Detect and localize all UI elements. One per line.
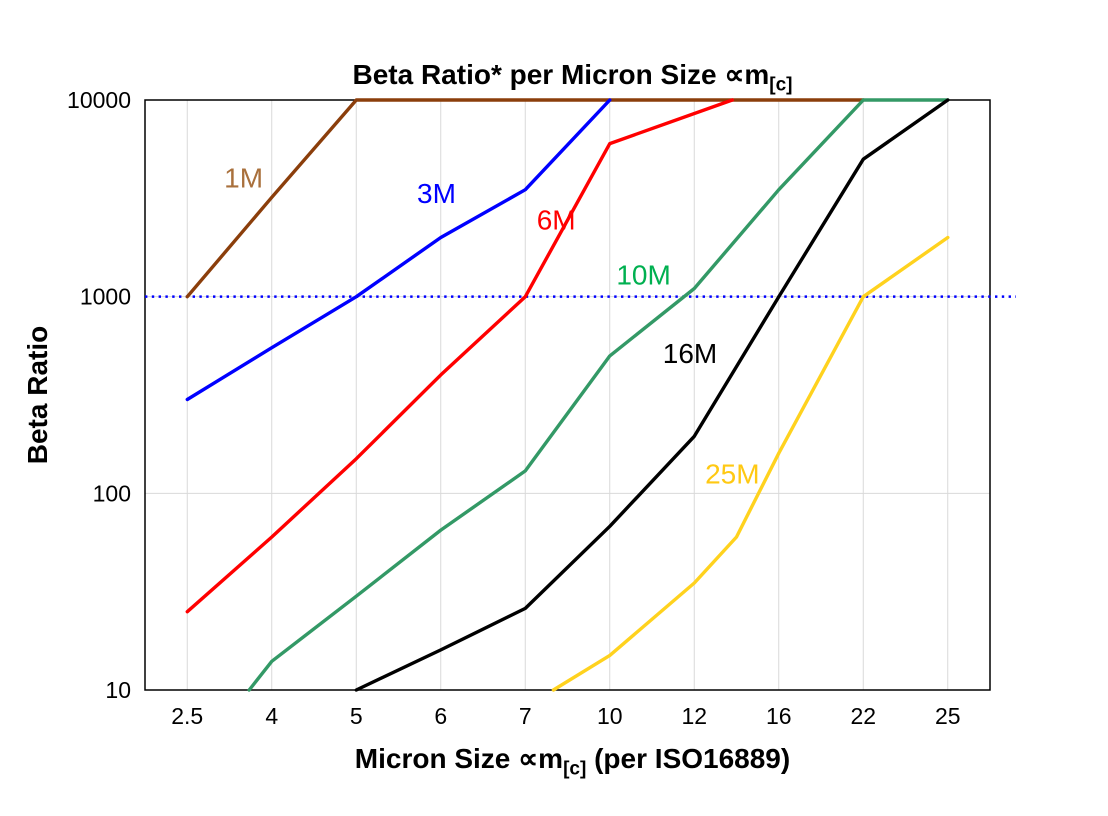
x-axis-title-text: Micron Size ∝m — [354, 743, 564, 774]
x-axis-title-suffix: (per ISO16889) — [586, 743, 791, 774]
series-label-3M: 3M — [417, 178, 456, 209]
series-line-25M — [551, 235, 950, 692]
series-line-16M — [354, 98, 950, 692]
series-label-6M: 6M — [537, 204, 576, 235]
x-tick-label: 16 — [766, 703, 792, 729]
x-tick-label: 10 — [597, 703, 623, 729]
x-tick-label: 6 — [434, 703, 447, 729]
series-label-16M: 16M — [663, 338, 717, 369]
chart-title-subscript: [c] — [769, 74, 793, 96]
y-tick-label: 100 — [93, 480, 131, 506]
series-line-6M — [185, 98, 734, 614]
series-label-1M: 1M — [224, 162, 263, 193]
x-tick-label: 2.5 — [171, 703, 203, 729]
series-line-10M — [247, 98, 950, 692]
x-axis-title: Micron Size ∝m[c] (per ISO16889) — [150, 742, 995, 781]
chart-title-text: Beta Ratio* per Micron Size ∝m — [352, 59, 770, 90]
y-tick-label: 10 — [105, 677, 131, 703]
x-axis-title-subscript: [c] — [563, 758, 587, 780]
y-tick-label: 10000 — [67, 87, 131, 113]
x-tick-label: 12 — [681, 703, 707, 729]
chart-title: Beta Ratio* per Micron Size ∝m[c] — [150, 58, 995, 97]
x-tick-label: 4 — [265, 703, 278, 729]
y-tick-label: 1000 — [80, 284, 131, 310]
series-label-10M: 10M — [616, 260, 670, 291]
series-label-25M: 25M — [705, 459, 759, 490]
x-tick-label: 25 — [935, 703, 961, 729]
series-line-3M — [185, 98, 612, 402]
x-tick-label: 22 — [850, 703, 876, 729]
x-tick-label: 7 — [519, 703, 532, 729]
x-tick-label: 5 — [350, 703, 363, 729]
